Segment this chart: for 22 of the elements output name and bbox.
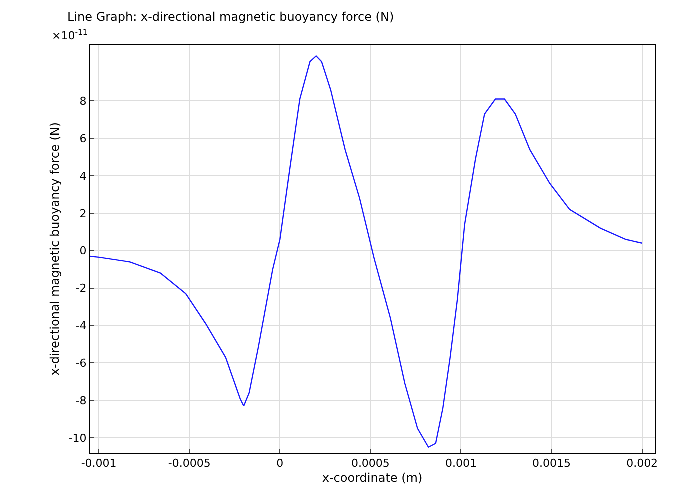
y-tick-label: 6 [80,132,87,146]
x-tick-label: 0.001 [445,457,477,470]
x-tick-label: -0.001 [81,457,117,470]
x-axis-title: x-coordinate (m) [322,471,423,486]
y-tick-label: -8 [76,394,87,408]
y-tick-label: -4 [76,320,87,333]
y-tick-label: 8 [80,95,87,108]
y-tick-label: 0 [80,244,87,258]
text: ×10$^{-11}$ [52,28,88,43]
x-tick-label: 0.002 [626,457,658,470]
x-tick-label: 0.0015 [532,457,572,470]
y-tick-label: 2 [80,207,87,220]
y-tick-label: -6 [76,357,87,370]
x-tick-label: -0.0005 [168,457,211,470]
y-tick-label: -2 [76,282,87,296]
chart-title: Line Graph: x-directional magnetic buoyancy force (N) [68,10,394,24]
y-tick-label: -10 [68,432,87,445]
line-series [90,56,643,448]
x-tick-label: 0 [276,457,284,470]
y-axis-title: x-directional magnetic buoyancy force (N) [48,122,62,376]
x-tick-label: 0.0005 [351,457,390,470]
y-tick-label: 4 [80,170,87,183]
